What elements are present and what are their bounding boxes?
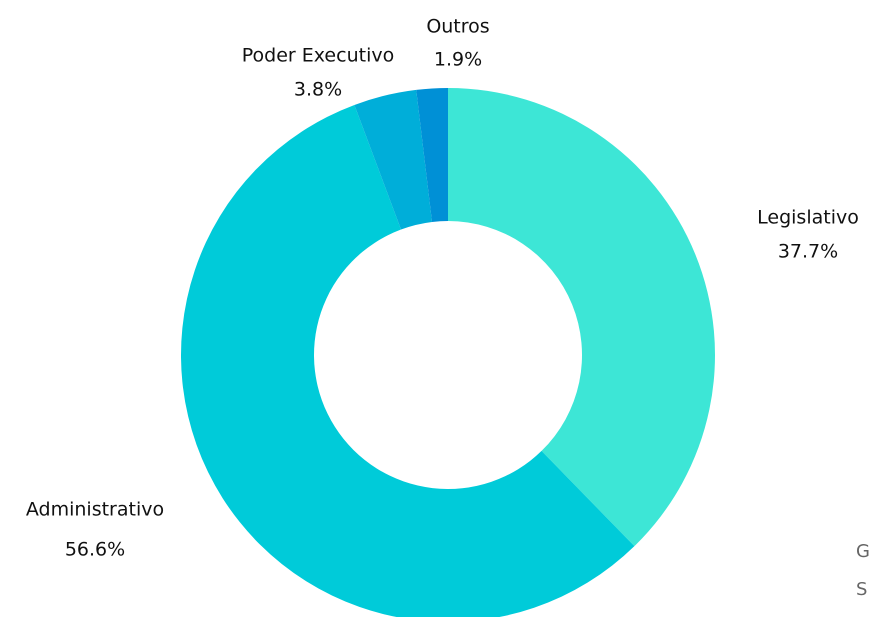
slice-label: Poder Executivo xyxy=(242,45,394,67)
slice-value: 3.8% xyxy=(294,79,342,101)
slice-label: Legislativo xyxy=(757,207,859,229)
note: G xyxy=(856,541,870,562)
slice xyxy=(354,89,433,230)
slice xyxy=(448,88,715,547)
slice xyxy=(181,104,635,617)
slice-label: Outros xyxy=(426,16,489,38)
slice-value: 1.9% xyxy=(434,49,482,71)
slice-label: Administrativo xyxy=(26,499,164,521)
slice-value: 37.7% xyxy=(778,241,838,263)
slice-value: 56.6% xyxy=(65,539,125,561)
slice xyxy=(416,88,448,222)
note: S xyxy=(856,579,867,600)
